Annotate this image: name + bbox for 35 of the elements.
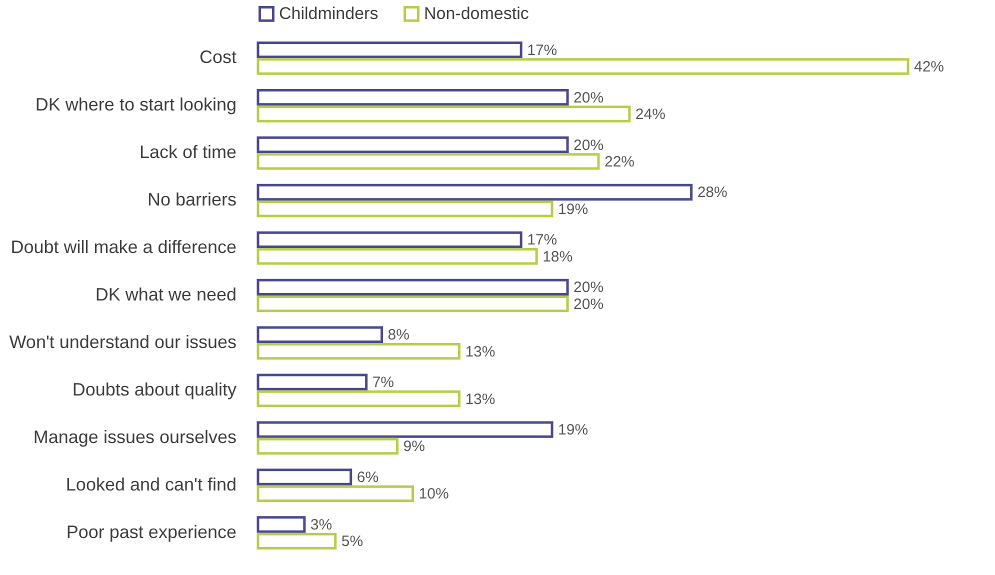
data-label: 28% bbox=[697, 184, 728, 202]
data-label: 13% bbox=[465, 343, 496, 360]
y-tick-label: DK what we need bbox=[95, 284, 236, 304]
data-label: 7% bbox=[372, 374, 394, 392]
data-label: 22% bbox=[604, 153, 635, 170]
data-label: 20% bbox=[574, 136, 604, 154]
legend-label: Childminders bbox=[279, 4, 378, 23]
data-label: 20% bbox=[574, 279, 604, 296]
data-label: 20% bbox=[574, 89, 604, 106]
data-label: 42% bbox=[914, 58, 944, 76]
data-label: 13% bbox=[465, 390, 496, 408]
data-label: 18% bbox=[542, 248, 573, 266]
y-tick-label: Doubt will make a difference bbox=[10, 237, 236, 258]
legend-label: Non-domestic bbox=[424, 4, 530, 23]
y-tick-label: Cost bbox=[199, 47, 236, 68]
data-label: 6% bbox=[356, 469, 379, 486]
data-label: 10% bbox=[418, 486, 449, 503]
data-label: 19% bbox=[558, 422, 588, 439]
y-tick-label: Poor past experience bbox=[66, 522, 236, 542]
y-tick-label: Lack of time bbox=[139, 142, 236, 162]
y-tick-label: DK where to start looking bbox=[35, 94, 236, 115]
y-tick-label: No barriers bbox=[147, 190, 236, 210]
data-label: 20% bbox=[574, 296, 604, 313]
y-tick-label: Won't understand our issues bbox=[9, 332, 236, 352]
y-tick-label: Doubts about quality bbox=[72, 379, 236, 400]
data-label: 17% bbox=[527, 232, 558, 249]
y-tick-label: Manage issues ourselves bbox=[33, 426, 236, 447]
y-tick-label: Looked and can't find bbox=[66, 474, 236, 494]
data-label: 5% bbox=[341, 533, 364, 550]
data-label: 24% bbox=[635, 106, 666, 123]
data-label: 17% bbox=[527, 42, 558, 59]
data-label: 19% bbox=[558, 200, 588, 218]
data-label: 8% bbox=[388, 326, 410, 344]
data-label: 3% bbox=[310, 516, 332, 534]
data-label: 9% bbox=[403, 438, 425, 456]
